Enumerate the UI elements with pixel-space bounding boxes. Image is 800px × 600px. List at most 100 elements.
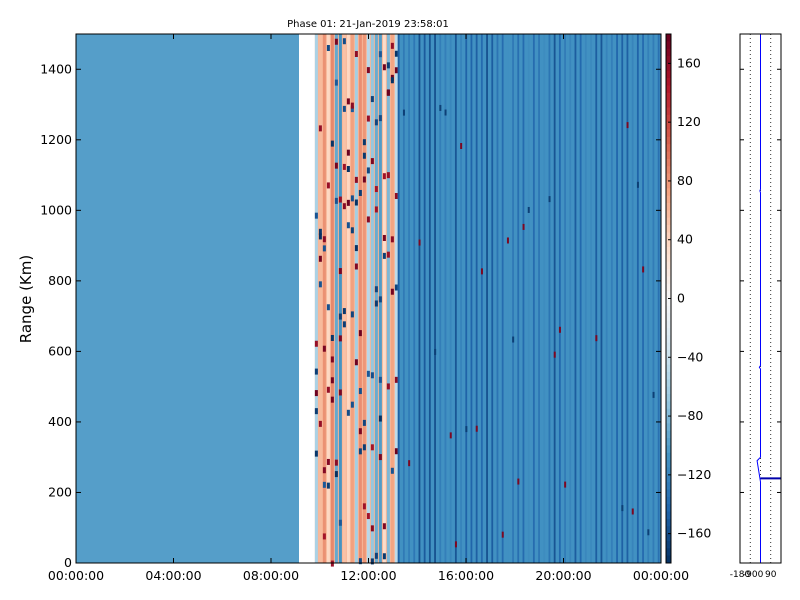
heatmap-band	[449, 34, 452, 563]
y-tick-label: 200	[48, 484, 72, 499]
heatmap-band	[491, 34, 494, 563]
x-tick-label: 08:00:00	[243, 568, 299, 583]
heatmap-cell	[354, 245, 358, 252]
heatmap-column	[338, 34, 342, 563]
y-tick-label: 400	[48, 414, 72, 429]
heatmap-cell	[342, 105, 346, 112]
heatmap-cell	[350, 227, 354, 234]
colorbar-segment	[666, 320, 671, 329]
heatmap-column	[390, 34, 394, 563]
heatmap-cell	[636, 181, 639, 188]
heatmap-cell	[366, 115, 370, 122]
heatmap-cell	[370, 444, 374, 451]
colorbar-tick-label: −40	[677, 349, 703, 364]
colorbar-segment	[666, 107, 671, 116]
heatmap-cell	[374, 119, 378, 126]
x-tick-label: 00:00:00	[48, 568, 104, 583]
colorbar-segment	[666, 202, 671, 211]
heatmap-cell	[354, 263, 358, 270]
heatmap-band	[636, 34, 639, 563]
profile-x-tick-label: -180	[730, 570, 751, 580]
heatmap-cell	[346, 149, 350, 156]
heatmap-cell	[402, 109, 405, 116]
heatmap-cell	[394, 376, 398, 383]
heatmap-column	[318, 34, 322, 563]
heatmap-band	[642, 34, 644, 563]
heatmap-cell	[338, 196, 342, 203]
heatmap-cell	[330, 396, 334, 403]
heatmap-cell	[318, 255, 322, 262]
heatmap-band	[439, 34, 442, 563]
colorbar-segment	[666, 34, 671, 42]
heatmap-cell	[334, 162, 338, 169]
heatmap-cell	[322, 481, 326, 488]
heatmap-column	[366, 34, 370, 563]
heatmap-cell	[354, 359, 358, 366]
heatmap-cell	[358, 448, 362, 455]
heatmap-band	[418, 34, 421, 563]
colorbar-segment	[666, 460, 671, 468]
colorbar-segment	[666, 371, 671, 380]
colorbar-segment	[666, 254, 671, 263]
heatmap-cell	[564, 481, 567, 488]
heatmap-band	[631, 34, 634, 563]
heatmap-band	[574, 34, 577, 563]
heatmap-band	[486, 34, 488, 563]
colorbar-segment	[666, 158, 671, 167]
heatmap-column	[334, 34, 338, 563]
colorbar-segment	[666, 327, 671, 336]
colorbar-tick-label: 120	[677, 114, 701, 129]
heatmap-cell	[334, 79, 338, 86]
heatmap-cell	[330, 356, 334, 363]
heatmap-cell	[314, 450, 318, 457]
heatmap-cell	[506, 237, 509, 244]
colorbar-segment	[666, 70, 671, 79]
heatmap-cell	[330, 140, 334, 147]
colorbar-segment	[666, 379, 671, 388]
heatmap-cell	[314, 340, 318, 347]
heatmap-cell	[374, 552, 378, 559]
colorbar-segment	[666, 114, 671, 123]
heatmap-cell	[374, 206, 378, 213]
heatmap-cell	[342, 38, 346, 45]
heatmap-cell	[346, 222, 350, 229]
colorbar-segment	[666, 151, 671, 160]
colorbar-segment	[666, 305, 671, 314]
heatmap-band	[657, 34, 660, 563]
heatmap-cell	[548, 196, 551, 203]
heatmap-cell	[354, 176, 358, 183]
heatmap-cell	[318, 125, 322, 132]
colorbar-segment	[666, 180, 671, 189]
heatmap-cell	[322, 236, 326, 243]
colorbar-segment	[666, 526, 671, 535]
y-tick-label: 600	[48, 343, 72, 358]
colorbar-segment	[666, 548, 671, 557]
heatmap-band	[590, 34, 592, 563]
colorbar-segment	[666, 136, 671, 145]
colorbar-segment	[666, 78, 671, 86]
heatmap-cell	[370, 96, 374, 103]
phase-heatmap	[76, 34, 661, 567]
heatmap-cell	[362, 176, 366, 183]
heatmap-cell	[444, 109, 447, 116]
heatmap-cell	[362, 503, 366, 510]
heatmap-band	[610, 34, 613, 563]
heatmap-cell	[378, 296, 382, 303]
heatmap-column	[374, 34, 378, 563]
heatmap-cell	[390, 288, 394, 295]
heatmap-cell	[390, 77, 394, 84]
heatmap-cell	[362, 139, 366, 146]
heatmap-cell	[386, 383, 390, 390]
heatmap-cell	[358, 189, 362, 196]
heatmap-cell	[318, 281, 322, 288]
heatmap-cell	[522, 223, 525, 230]
heatmap-cell	[642, 266, 645, 273]
heatmap-cell	[326, 182, 330, 189]
colorbar-segment	[666, 41, 671, 50]
heatmap-cell	[374, 286, 378, 293]
heatmap-column	[382, 34, 386, 563]
heatmap-cell	[322, 345, 326, 352]
heatmap-cell	[382, 252, 386, 259]
heatmap-band	[621, 34, 624, 563]
heatmap-band	[626, 34, 629, 563]
